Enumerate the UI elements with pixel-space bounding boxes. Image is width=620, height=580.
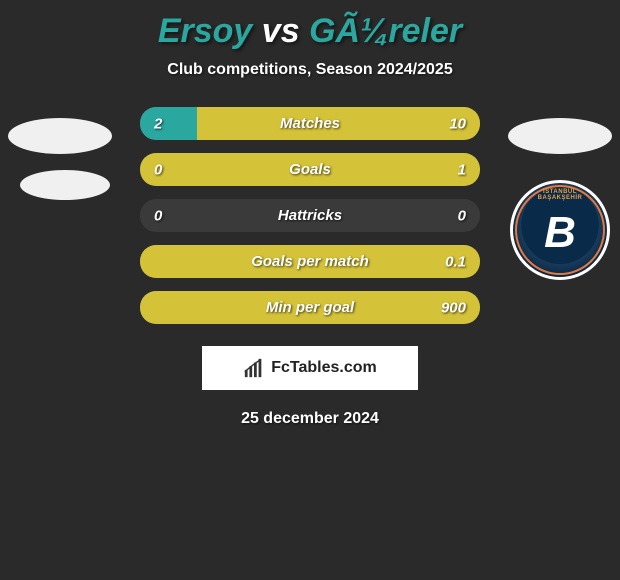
- stat-value-right: 0.1: [445, 253, 466, 270]
- player2-club-badge: ISTANBUL BAŞAKŞEHİR B: [510, 180, 610, 280]
- stat-row: 2 10 Matches: [140, 107, 480, 140]
- stat-row: 0.1 Goals per match: [140, 245, 480, 278]
- stat-label: Min per goal: [266, 299, 354, 316]
- player2-name: GÃ¼reler: [309, 12, 462, 50]
- branding-text: FcTables.com: [271, 359, 377, 377]
- stat-value-left: 2: [154, 115, 162, 132]
- stat-label: Hattricks: [278, 207, 342, 224]
- player1-club-placeholder: [20, 170, 110, 200]
- subtitle: Club competitions, Season 2024/2025: [0, 61, 620, 79]
- stat-value-right: 0: [458, 207, 466, 224]
- stat-bar-left: [140, 107, 197, 140]
- date-text: 25 december 2024: [0, 410, 620, 428]
- stat-label: Matches: [280, 115, 340, 132]
- stat-value-right: 10: [449, 115, 466, 132]
- vs-text: vs: [262, 12, 300, 50]
- stat-row: 0 1 Goals: [140, 153, 480, 186]
- stat-value-right: 900: [441, 299, 466, 316]
- stat-row: 900 Min per goal: [140, 291, 480, 324]
- player1-name: Ersoy: [158, 12, 253, 50]
- player1-avatar-placeholder: [8, 118, 112, 154]
- chart-icon: [243, 357, 265, 379]
- stat-value-left: 0: [154, 161, 162, 178]
- right-avatars: ISTANBUL BAŞAKŞEHİR B: [508, 118, 612, 280]
- stats-container: 2 10 Matches 0 1 Goals 0 0 Hattricks 0.1 Goals per…: [140, 107, 480, 324]
- left-avatars: [8, 118, 112, 200]
- stat-value-left: 0: [154, 207, 162, 224]
- player2-avatar-placeholder: [508, 118, 612, 154]
- stat-label: Goals per match: [251, 253, 369, 270]
- badge-arc-text: ISTANBUL BAŞAKŞEHİR: [520, 189, 600, 201]
- stat-value-right: 1: [458, 161, 466, 178]
- fctables-branding: FcTables.com: [202, 346, 418, 390]
- comparison-title: Ersoy vs GÃ¼reler: [0, 0, 620, 51]
- stat-row: 0 0 Hattricks: [140, 199, 480, 232]
- stat-label: Goals: [289, 161, 331, 178]
